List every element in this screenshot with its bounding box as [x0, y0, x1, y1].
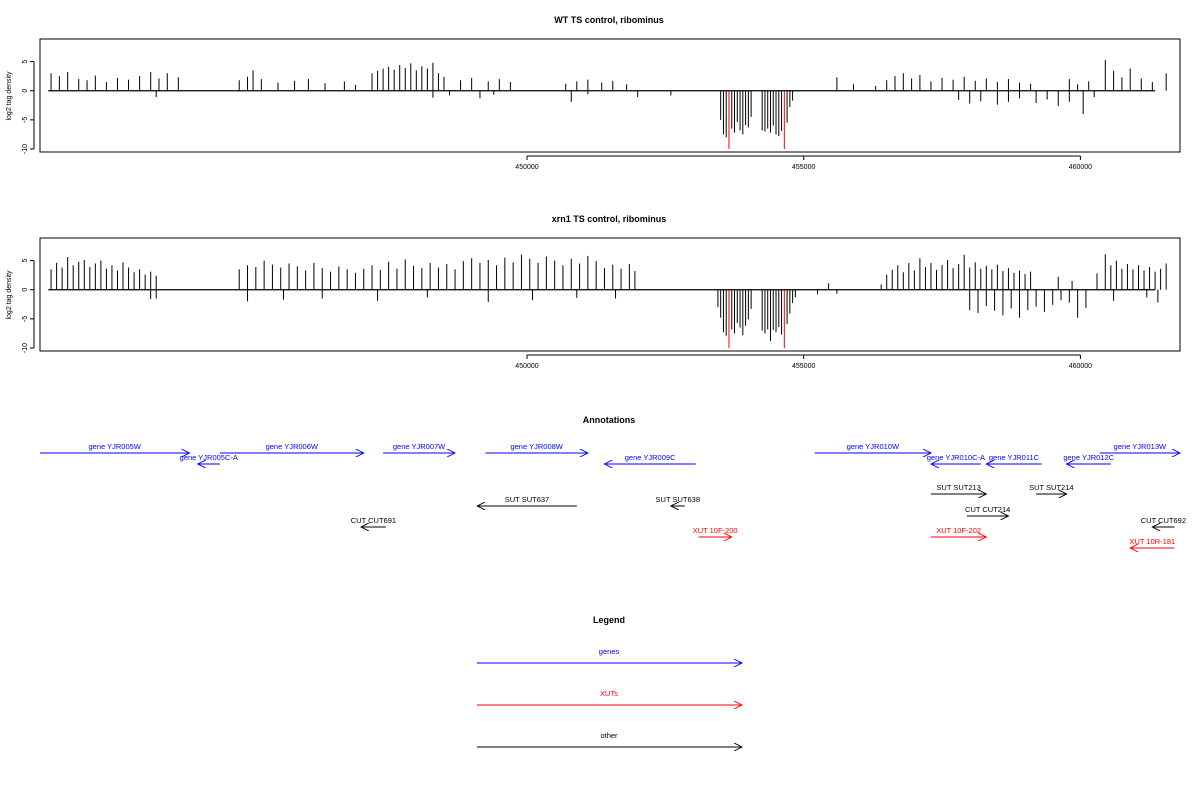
panel-wt-bars [48, 59, 1167, 149]
panel-wt-title: WT TS control, ribominus [554, 15, 664, 25]
x-tick-label: 450000 [515, 363, 538, 370]
annotation-label: XUT 10R-181 [1129, 537, 1175, 546]
annotation-label: CUT CUT692 [1141, 516, 1186, 525]
annotation-gene: gene YJR010C-A [927, 453, 985, 464]
annotation-other: SUT SUT637 [477, 495, 577, 506]
annotation-label: gene YJR006W [266, 442, 319, 451]
panel-wt-axes: -10 -5 0 5 450000 455000 460000 [22, 60, 1092, 171]
panel-xrn1-ylabel: log2 tag density [6, 270, 13, 320]
annotation-gene: gene YJR005C-A [180, 453, 238, 464]
annotation-other: SUT SUT214 [1029, 483, 1074, 494]
annotations-title: Annotations [583, 415, 636, 425]
y-tick-label: -5 [22, 117, 29, 123]
annotation-label: gene YJR011C [989, 453, 1040, 462]
annotation-label: SUT SUT637 [505, 495, 549, 504]
annotation-other: SUT SUT213 [930, 483, 986, 494]
legend: Legend genes XUTs other [477, 615, 742, 747]
annotation-gene: gene YJR006W [219, 442, 364, 453]
legend-item: XUTs [477, 689, 742, 705]
annotation-label: SUT SUT638 [656, 495, 700, 504]
annotation-gene: gene YJR013W [1099, 442, 1180, 453]
legend-item: other [477, 731, 742, 747]
annotation-xut: XUT 10F-202 [930, 526, 986, 537]
annotation-gene: gene YJR007W [383, 442, 455, 453]
annotation-label: gene YJR010C-A [927, 453, 985, 462]
annotation-label: gene YJR005C-A [180, 453, 238, 462]
annotation-other: SUT SUT638 [656, 495, 700, 506]
annotation-other: CUT CUT691 [351, 516, 396, 527]
y-tick-label: -10 [22, 343, 29, 353]
annotation-label: gene YJR009C [625, 453, 676, 462]
annotation-label: gene YJR007W [393, 442, 446, 451]
y-tick-label: 5 [22, 60, 29, 64]
panel-wt-ylabel: log2 tag density [6, 71, 13, 121]
annotation-label: gene YJR005W [89, 442, 142, 451]
annotation-label: gene YJR012C [1063, 453, 1114, 462]
legend-label: XUTs [600, 689, 618, 698]
x-tick-label: 455000 [792, 164, 815, 171]
panel-xrn1-axes: -10 -5 0 5 450000 455000 460000 [22, 259, 1092, 370]
panel-xrn1-frame [39, 237, 1181, 352]
annotation-label: SUT SUT214 [1029, 483, 1073, 492]
x-tick-label: 460000 [1069, 363, 1092, 370]
annotation-gene: gene YJR005W [40, 442, 189, 453]
y-tick-label: 0 [22, 89, 29, 93]
annotation-label: gene YJR010W [847, 442, 900, 451]
panel-xrn1: xrn1 TS control, ribominus log2 tag dens… [6, 214, 1181, 370]
x-tick-label: 450000 [515, 164, 538, 171]
y-tick-label: 5 [22, 259, 29, 263]
annotation-gene: gene YJR011C [986, 453, 1042, 464]
y-tick-label: 0 [22, 288, 29, 292]
annotation-label: CUT CUT214 [965, 505, 1010, 514]
annotation-xut: XUT 10R-181 [1129, 537, 1175, 548]
legend-item: genes [477, 647, 742, 663]
annotation-label: SUT SUT213 [936, 483, 980, 492]
legend-items: genes XUTs other [477, 647, 742, 747]
annotation-label: gene YJR008W [510, 442, 563, 451]
annotation-label: CUT CUT691 [351, 516, 396, 525]
y-tick-label: -10 [22, 144, 29, 154]
annotation-gene: gene YJR009C [604, 453, 696, 464]
legend-label: genes [599, 647, 620, 656]
legend-title: Legend [593, 615, 625, 625]
panel-xrn1-bars [48, 254, 1167, 348]
annotation-gene: gene YJR010W [814, 442, 931, 453]
annotation-other: CUT CUT214 [965, 505, 1010, 516]
annotation-label: gene YJR013W [1114, 442, 1167, 451]
annotation-label: XUT 10F-200 [693, 526, 738, 535]
x-tick-label: 455000 [792, 363, 815, 370]
y-tick-label: -5 [22, 316, 29, 322]
annotation-gene: gene YJR012C [1063, 453, 1115, 464]
legend-label: other [600, 731, 618, 740]
annotation-tracks: gene YJR005W gene YJR005C-A gene YJR006W ge… [40, 442, 1186, 548]
annotation-label: XUT 10F-202 [936, 526, 981, 535]
annotation-gene: gene YJR008W [485, 442, 587, 453]
panel-wt-frame [39, 38, 1181, 153]
x-tick-label: 460000 [1069, 164, 1092, 171]
annotation-other: CUT CUT692 [1141, 516, 1186, 527]
panel-wt: WT TS control, ribominus log2 tag densit… [6, 15, 1181, 171]
panel-xrn1-title: xrn1 TS control, ribominus [552, 214, 667, 224]
annotation-xut: XUT 10F-200 [693, 526, 738, 537]
